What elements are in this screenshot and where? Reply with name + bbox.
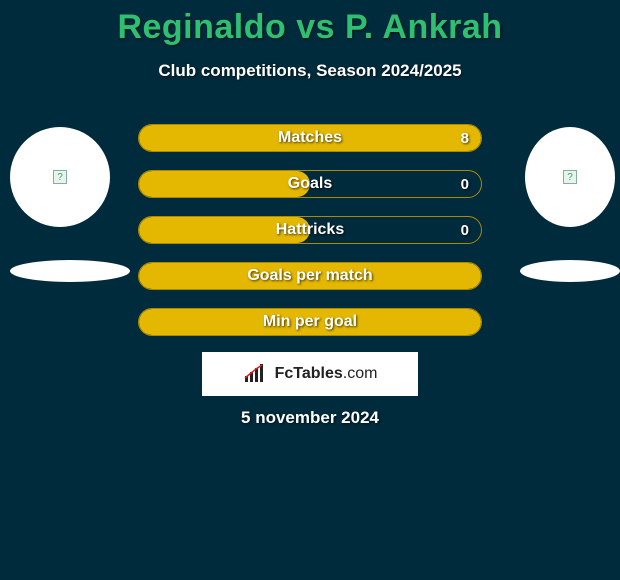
stat-bar-right-value: 0 — [461, 217, 469, 243]
stat-bar-label: Min per goal — [139, 309, 481, 335]
stat-bar: Goals0 — [138, 170, 482, 198]
missing-image-icon: ? — [53, 170, 67, 184]
missing-image-icon: ? — [563, 170, 577, 184]
stat-bar-right-value: 8 — [461, 125, 469, 151]
stat-bar: Matches8 — [138, 124, 482, 152]
stat-bar-right-value: 0 — [461, 171, 469, 197]
stat-bar: Hattricks0 — [138, 216, 482, 244]
stat-bar-label: Goals — [139, 171, 481, 197]
stat-bar: Min per goal — [138, 308, 482, 336]
comparison-subtitle: Club competitions, Season 2024/2025 — [0, 61, 620, 81]
comparison-title: Reginaldo vs P. Ankrah — [0, 0, 620, 47]
player-left-shadow — [10, 260, 130, 282]
player-right-avatar: ? — [525, 127, 615, 227]
player-left-avatar: ? — [10, 127, 110, 227]
logo-text: FcTables.com — [275, 365, 378, 383]
stat-bars: Matches8Goals0Hattricks0Goals per matchM… — [138, 124, 482, 354]
fctables-logo: FcTables.com — [202, 352, 418, 396]
stat-bar-label: Matches — [139, 125, 481, 151]
bar-chart-icon — [243, 364, 269, 384]
snapshot-date: 5 november 2024 — [0, 408, 620, 428]
player-right-shadow — [520, 260, 620, 282]
stat-bar: Goals per match — [138, 262, 482, 290]
stat-bar-label: Goals per match — [139, 263, 481, 289]
stat-bar-label: Hattricks — [139, 217, 481, 243]
